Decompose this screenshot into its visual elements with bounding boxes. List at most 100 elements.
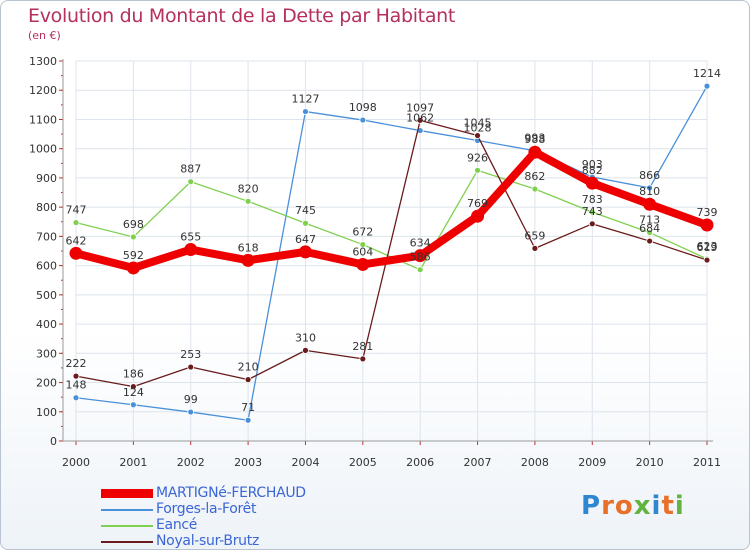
x-tick-label: 2004 bbox=[291, 456, 319, 469]
data-label: 618 bbox=[238, 241, 259, 254]
x-tick-label: 2008 bbox=[521, 456, 549, 469]
data-label: 862 bbox=[524, 170, 545, 183]
x-tick-label: 2000 bbox=[62, 456, 90, 469]
series-line-3 bbox=[75, 148, 709, 272]
data-label: 222 bbox=[66, 357, 87, 370]
x-tick-label: 2011 bbox=[693, 456, 721, 469]
series-point-3 bbox=[413, 249, 427, 263]
data-label: 310 bbox=[295, 331, 316, 344]
series-point-1 bbox=[646, 229, 654, 236]
legend-swatch bbox=[101, 541, 153, 543]
y-tick-label: 600 bbox=[36, 260, 57, 273]
data-label: 903 bbox=[582, 158, 603, 171]
data-label: 743 bbox=[582, 205, 603, 218]
data-label: 698 bbox=[123, 218, 144, 231]
chart-grid bbox=[75, 60, 708, 442]
data-label: 281 bbox=[352, 340, 373, 353]
data-label: 810 bbox=[639, 185, 660, 198]
series-point-1 bbox=[474, 166, 481, 174]
y-tick-label: 1100 bbox=[29, 113, 57, 126]
series-point-2 bbox=[416, 116, 424, 124]
chart-axes: 0 100 200 300 400 500 600 700 800 900 1000 1100 1200… bbox=[29, 55, 721, 469]
series-point-2 bbox=[703, 256, 711, 264]
series-point-2 bbox=[129, 383, 137, 391]
x-tick-label: 2010 bbox=[636, 456, 664, 469]
legend-swatch bbox=[101, 509, 153, 511]
data-label: 1045 bbox=[464, 117, 492, 130]
series-point-1 bbox=[244, 197, 252, 205]
data-label: 820 bbox=[238, 182, 259, 195]
data-label: 926 bbox=[467, 151, 488, 164]
series-point-2 bbox=[588, 220, 596, 228]
data-label: 783 bbox=[582, 193, 603, 206]
chart-series bbox=[69, 82, 714, 424]
data-label: 210 bbox=[238, 361, 259, 374]
series-point-0 bbox=[72, 394, 80, 402]
legend-label: Forges-la-Forêt bbox=[156, 501, 257, 517]
data-label: 993 bbox=[524, 132, 545, 145]
series-point-3 bbox=[298, 245, 312, 259]
data-label: 684 bbox=[639, 222, 660, 235]
data-label: 592 bbox=[123, 249, 144, 262]
series-point-3 bbox=[356, 257, 370, 271]
data-label: 1062 bbox=[406, 112, 434, 125]
data-label: 647 bbox=[295, 233, 316, 246]
series-point-3 bbox=[471, 209, 485, 223]
data-label: 747 bbox=[66, 204, 87, 217]
data-label: 1028 bbox=[464, 122, 492, 135]
data-label: 604 bbox=[352, 245, 373, 258]
series-point-2 bbox=[244, 376, 252, 384]
data-label: 739 bbox=[697, 206, 718, 219]
data-label: 148 bbox=[66, 379, 87, 392]
y-tick-label: 700 bbox=[36, 230, 57, 243]
series-point-3 bbox=[528, 145, 542, 159]
series-point-3 bbox=[643, 197, 657, 211]
y-tick-label: 1200 bbox=[29, 84, 57, 97]
series-point-1 bbox=[531, 185, 539, 193]
data-label: 887 bbox=[180, 163, 201, 176]
data-label: 1127 bbox=[291, 93, 319, 106]
series-point-0 bbox=[244, 416, 252, 424]
legend-label: Eancé bbox=[156, 517, 198, 533]
x-tick-label: 2003 bbox=[234, 456, 262, 469]
series-point-0 bbox=[187, 408, 195, 416]
data-label: 586 bbox=[410, 251, 431, 264]
data-label: 659 bbox=[524, 229, 545, 242]
series-point-2 bbox=[359, 355, 367, 363]
series-line-0 bbox=[75, 85, 708, 421]
series-point-3 bbox=[585, 176, 599, 190]
proxiti-logo: Proxiti bbox=[581, 491, 685, 521]
data-label: 882 bbox=[582, 164, 603, 177]
y-tick-label: 1000 bbox=[29, 143, 57, 156]
series-point-1 bbox=[129, 233, 137, 241]
data-label: 99 bbox=[184, 393, 198, 406]
series-point-2 bbox=[531, 244, 539, 252]
data-label: 186 bbox=[123, 368, 144, 381]
series-point-0 bbox=[703, 82, 711, 90]
series-point-1 bbox=[187, 178, 195, 186]
data-label: 745 bbox=[295, 204, 316, 217]
x-tick-label: 2005 bbox=[349, 456, 377, 469]
series-point-3 bbox=[126, 261, 140, 275]
series-point-1 bbox=[72, 219, 80, 227]
series-point-1 bbox=[416, 266, 424, 274]
legend-label: Noyal-sur-Brutz bbox=[156, 533, 259, 549]
series-point-0 bbox=[359, 116, 367, 124]
legend-swatch bbox=[101, 489, 153, 498]
series-point-3 bbox=[184, 243, 198, 257]
series-point-3 bbox=[700, 218, 714, 232]
series-point-0 bbox=[302, 108, 309, 115]
series-point-2 bbox=[646, 237, 654, 245]
chart-title: Evolution du Montant de la Dette par Hab… bbox=[28, 5, 456, 27]
series-point-1 bbox=[588, 208, 596, 216]
y-tick-label: 900 bbox=[36, 172, 57, 185]
data-label: 619 bbox=[697, 241, 718, 254]
x-tick-label: 2001 bbox=[119, 456, 147, 469]
x-tick-label: 2002 bbox=[177, 456, 205, 469]
series-point-2 bbox=[72, 372, 80, 380]
data-label: 642 bbox=[66, 234, 87, 247]
series-point-3 bbox=[69, 246, 83, 260]
data-label: 124 bbox=[123, 386, 144, 399]
